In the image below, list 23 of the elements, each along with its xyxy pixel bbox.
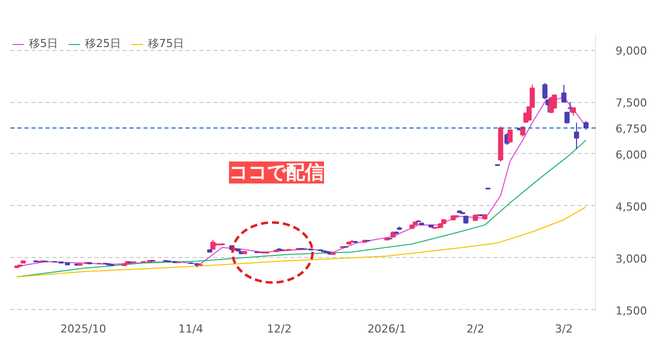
x-tick-label: 11/4 <box>178 322 204 336</box>
candlestick <box>508 128 513 144</box>
annotation: ココで配信 <box>229 162 324 184</box>
y-tick-label: 9,000 <box>616 44 647 58</box>
x-tick-label: 12/2 <box>266 322 292 336</box>
line-series <box>16 140 587 278</box>
y-tick-label: 3,000 <box>616 252 647 266</box>
legend-label: 移25日 <box>85 36 121 51</box>
legend-label: 移5日 <box>29 36 58 51</box>
candlestick <box>561 84 566 104</box>
ref-line-label: 6,750 <box>616 122 647 136</box>
x-tick-label: 3/2 <box>555 322 573 336</box>
y-tick-label: 6,000 <box>616 148 647 162</box>
y-tick-label: 4,500 <box>616 200 647 214</box>
y-tick-label: 7,500 <box>616 96 647 110</box>
x-tick-label: 2/2 <box>466 322 484 336</box>
legend-label: 移75日 <box>148 36 184 51</box>
y-tick-label: 1,500 <box>616 304 647 318</box>
candlestick <box>574 122 580 150</box>
candlestick <box>552 94 557 110</box>
line-series <box>16 206 587 278</box>
x-tick-label: 2025/10 <box>60 322 106 336</box>
x-tick-label: 2026/1 <box>367 322 406 336</box>
